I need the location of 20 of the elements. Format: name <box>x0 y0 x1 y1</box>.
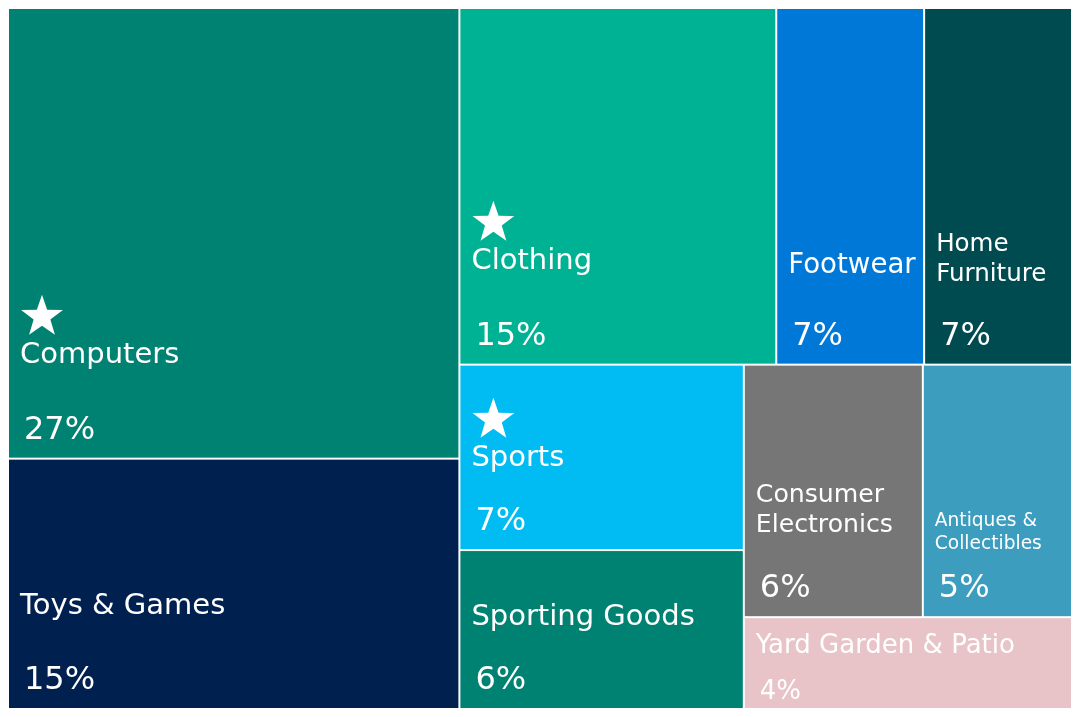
category-label: Home Furniture <box>936 228 1047 287</box>
data-label: 15% <box>475 314 547 353</box>
category-label: Footwear <box>788 246 917 280</box>
data-label: 7% <box>940 314 991 353</box>
category-label: Antiques & Collectibles <box>934 509 1042 553</box>
category-label: Computers <box>20 336 180 371</box>
data-label: 4% <box>759 675 802 705</box>
data-label: 15% <box>24 659 96 697</box>
data-label: 27% <box>24 408 96 447</box>
category-label: Yard Garden & Patio <box>754 629 1015 660</box>
data-label: 7% <box>475 500 527 539</box>
data-label: 6% <box>475 659 527 697</box>
data-label: 6% <box>759 567 811 606</box>
category-label: Toys & Games <box>19 586 226 621</box>
category-label: Sporting Goods <box>471 598 695 633</box>
category-label: Consumer Electronics <box>755 478 893 538</box>
data-label: 5% <box>938 567 990 606</box>
data-label: 7% <box>792 314 844 353</box>
category-label: Clothing <box>471 242 593 277</box>
category-label: Sports <box>471 439 565 474</box>
